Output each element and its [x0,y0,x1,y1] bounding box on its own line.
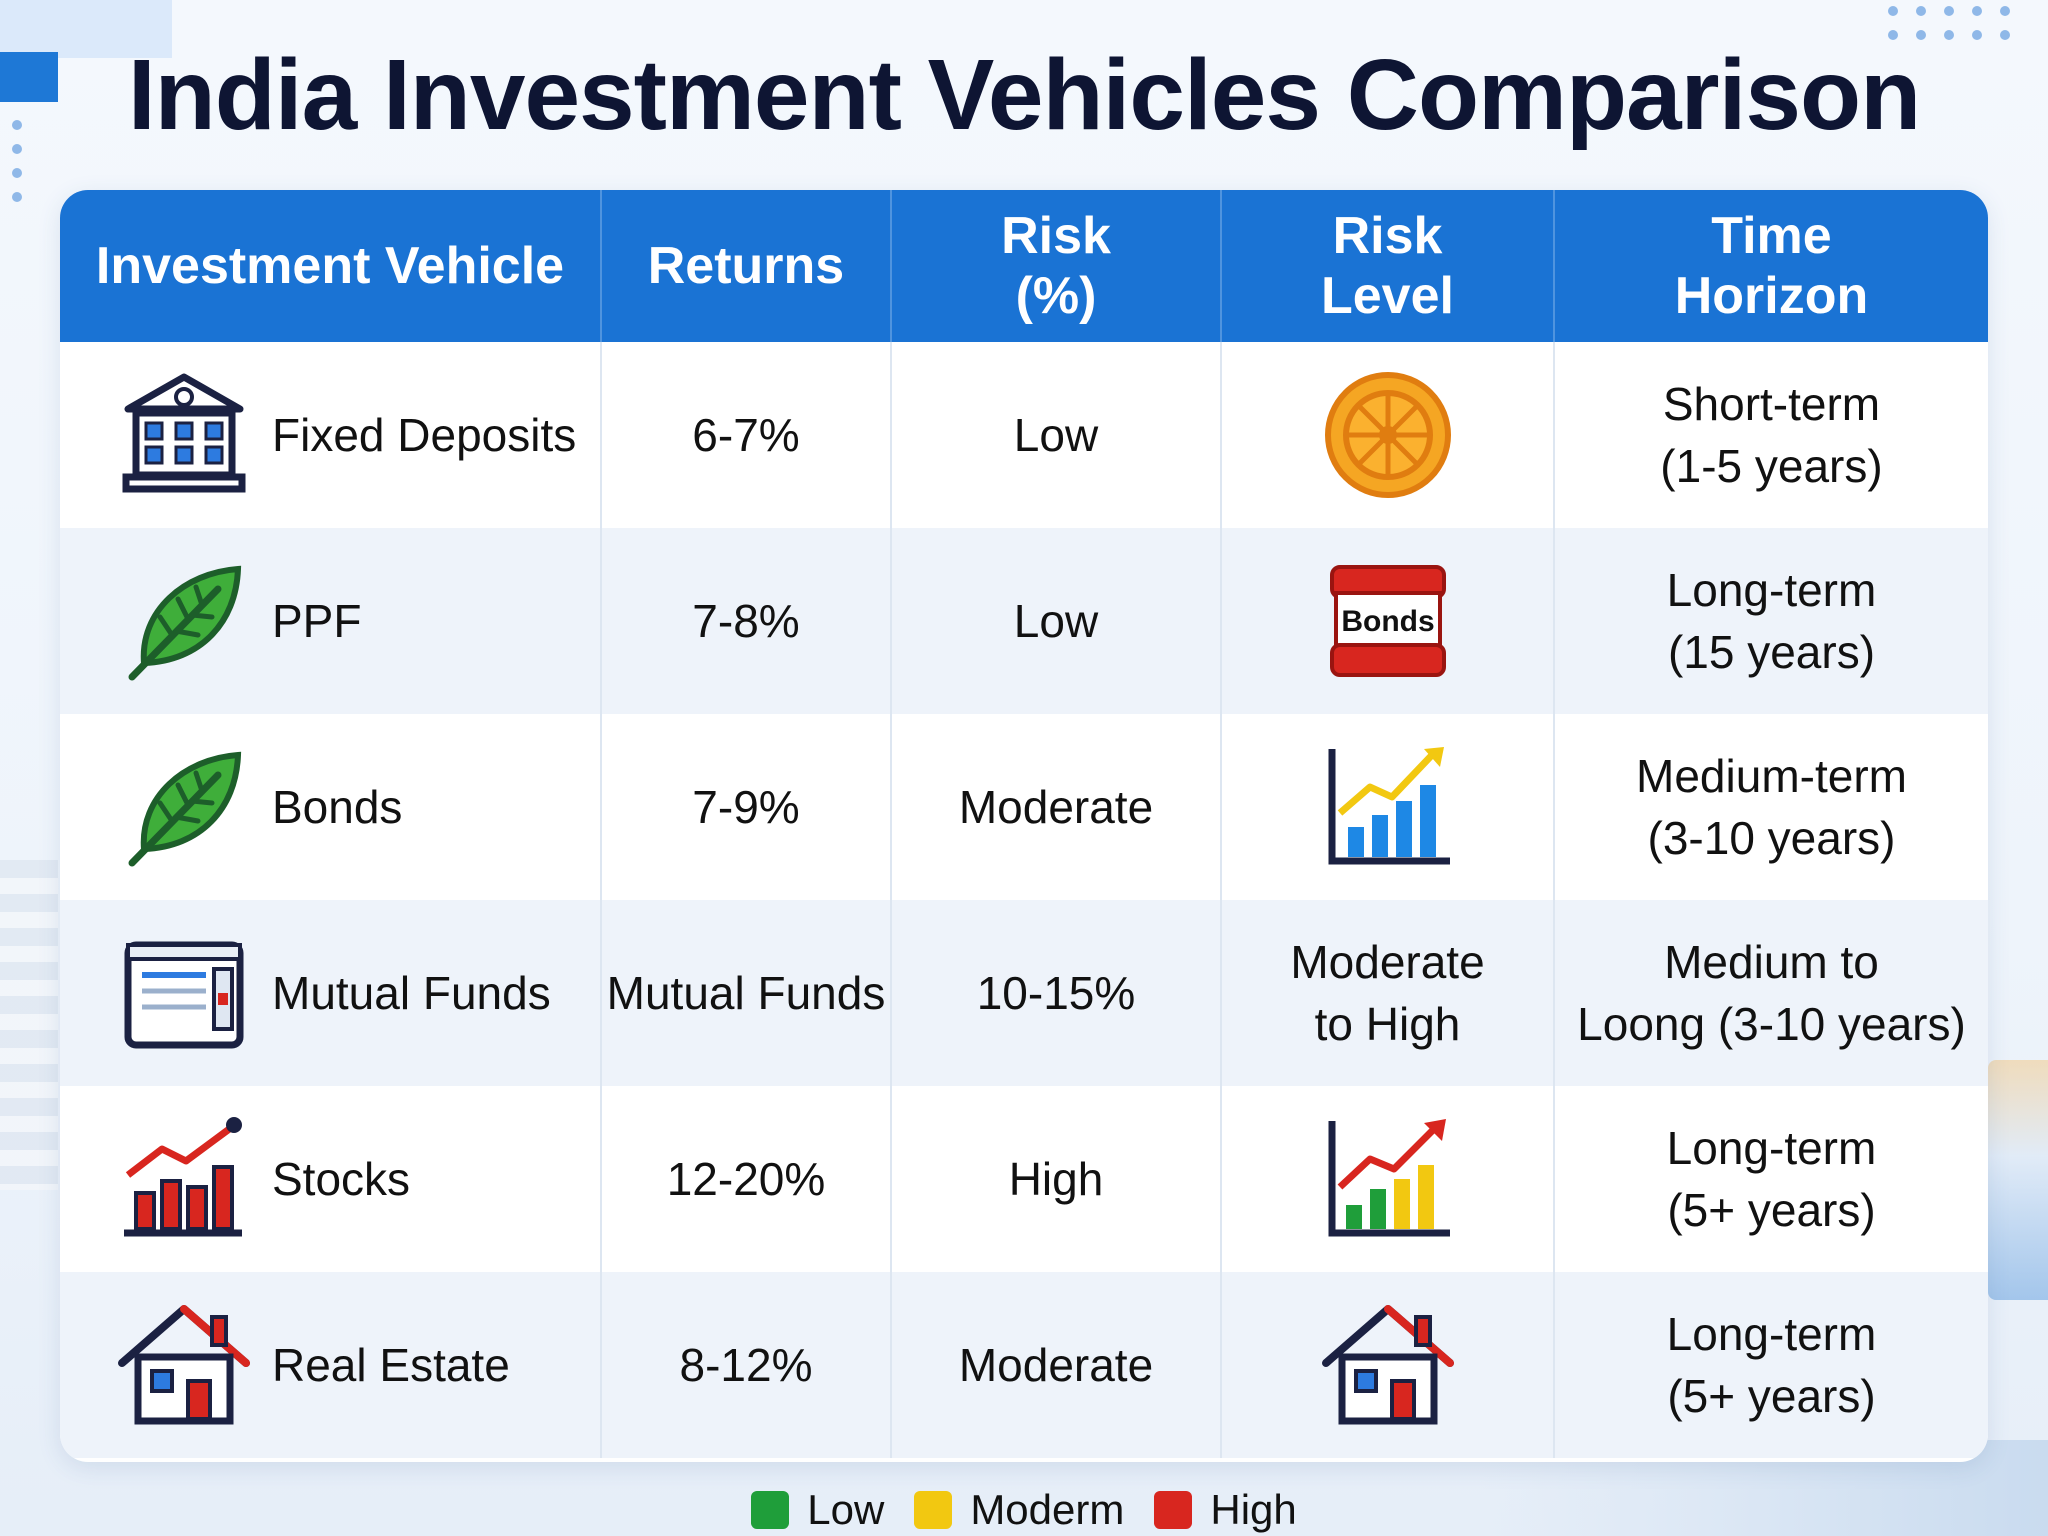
legend-item-moderm: Moderm [914,1486,1124,1534]
vehicle-cell: Mutual Funds [60,900,600,1086]
vehicle-name: Bonds [272,781,403,833]
risk-level-cell [1220,714,1553,900]
risk-level-cell: Moderate to High [1220,900,1553,1086]
bank-icon [114,365,254,505]
table-row-real-estate: Real Estate 8-12% Moderate Long-term (5+… [60,1272,1988,1458]
colored-growth-chart-icon [1328,1119,1450,1237]
table-row-stocks: Stocks 12-20% High Long-term (5+ years) [60,1086,1988,1272]
risk-cell: Low [890,342,1220,528]
decor-background-building [0,860,58,1190]
returns-cell: 7-8% [600,528,890,714]
header-risk-level: Risk Level [1220,190,1553,342]
time-horizon-text: Long-term (5+ years) [1666,1122,1877,1236]
vehicle-name: PPF [272,595,362,647]
returns-cell: 7-9% [600,714,890,900]
stocks-chart-icon [114,1109,254,1249]
table-row-mutual-funds: Mutual Funds Mutual Funds 10-15% Moderat… [60,900,1988,1086]
risk-level-cell [1220,1086,1553,1272]
vehicle-cell: PPF [60,528,600,714]
risk-cell: Low [890,528,1220,714]
legend-item-low: Low [751,1486,884,1534]
time-horizon-cell: Short-term (1-5 years) [1553,342,1988,528]
leaf-icon [114,551,254,691]
time-horizon-cell: Long-term (5+ years) [1553,1086,1988,1272]
risk-level-cell [1220,342,1553,528]
legend-swatch-green [751,1491,790,1529]
page-title: India Investment Vehicles Comparison [127,39,1921,151]
header-risk-percent: Risk (%) [890,190,1220,342]
legend-label: Low [807,1486,885,1533]
legend-swatch-red [1154,1491,1193,1529]
document-icon [114,923,254,1063]
vehicle-name: Real Estate [272,1339,510,1391]
decor-dots-right [1888,6,2010,40]
legend: Low Moderm High [0,1484,2048,1536]
bonds-badge-icon: Bonds [1329,565,1446,677]
risk-level-cell: Bonds [1220,528,1553,714]
decor-dots-left [12,120,22,202]
time-horizon-text: Medium-term (3-10 years) [1636,750,1907,864]
legend-swatch-yellow [914,1491,953,1529]
time-horizon-text: Short-term (1-5 years) [1660,378,1883,492]
house-icon [114,1295,254,1435]
header-returns: Returns [600,190,890,342]
time-horizon-cell: Medium-term (3-10 years) [1553,714,1988,900]
returns-cell: 12-20% [600,1086,890,1272]
risk-level-text: Moderate to High [1290,936,1485,1050]
vehicle-cell: Bonds [60,714,600,900]
returns-cell: Mutual Funds [600,900,890,1086]
time-horizon-text: Medium to Loong (3-10 years) [1577,936,1966,1050]
time-horizon-cell: Long-term (15 years) [1553,528,1988,714]
table-header-row: Investment Vehicle Returns Risk (%) Risk… [60,190,1988,342]
vehicle-cell: Stocks [60,1086,600,1272]
vehicle-cell: Real Estate [60,1272,600,1458]
time-horizon-cell: Long-term (5+ years) [1553,1272,1988,1458]
vehicle-cell: Fixed Deposits [60,342,600,528]
decor-corner-block [0,0,172,58]
header-risk-level-label: Risk Level [1321,207,1454,325]
time-horizon-text: Long-term (5+ years) [1666,1308,1877,1422]
decor-corner-accent [0,52,58,102]
returns-cell: 8-12% [600,1272,890,1458]
risk-cell: 10-15% [890,900,1220,1086]
returns-cell: 6-7% [600,342,890,528]
vehicle-name: Fixed Deposits [272,409,577,461]
table-row-fixed-deposits: Fixed Deposits 6-7% Low Short-term (1-5 … [60,342,1988,528]
leaf-icon [114,737,254,877]
decor-background-shelf [1988,1060,2048,1300]
coin-icon [1324,372,1451,498]
header-investment-vehicle: Investment Vehicle [95,237,565,295]
header-time-horizon: Time Horizon [1553,190,1988,342]
legend-label: Moderm [970,1486,1125,1533]
house-icon [1321,1305,1454,1425]
legend-label: High [1210,1486,1297,1533]
header-time-horizon-label: Time Horizon [1674,207,1869,325]
risk-cell: Moderate [890,1272,1220,1458]
time-horizon-text: Long-term (15 years) [1666,564,1877,678]
blue-growth-chart-icon [1328,747,1450,865]
legend-item-high: High [1154,1486,1297,1534]
risk-cell: High [890,1086,1220,1272]
vehicle-name: Stocks [272,1153,411,1205]
vehicle-name: Mutual Funds [272,967,551,1019]
bonds-badge-label: Bonds [1341,605,1434,638]
table-row-bonds: Bonds 7-9% Moderate Medium-term (3-10 ye… [60,714,1988,900]
risk-level-cell [1220,1272,1553,1458]
header-risk-percent-label: Risk (%) [1001,207,1111,325]
time-horizon-cell: Medium to Loong (3-10 years) [1553,900,1988,1086]
table-row-ppf: PPF 7-8% Low Bonds Long-term (15 years) [60,528,1988,714]
risk-cell: Moderate [890,714,1220,900]
comparison-table: Investment Vehicle Returns Risk (%) Risk… [60,190,1988,1462]
